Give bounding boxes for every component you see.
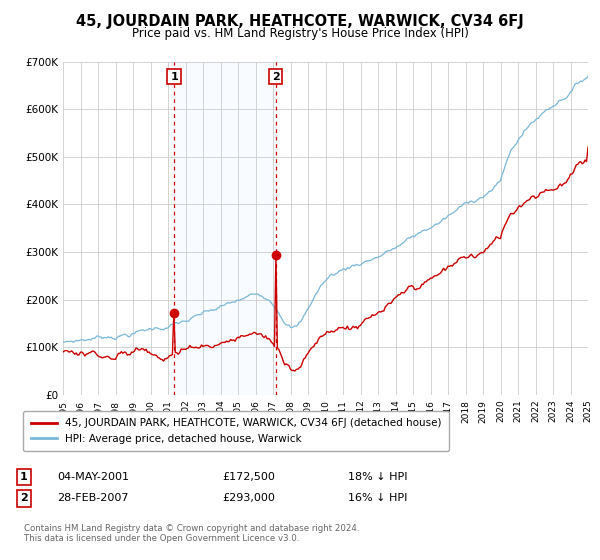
Text: 2: 2 bbox=[272, 72, 280, 82]
Text: 2: 2 bbox=[20, 493, 28, 503]
Text: This data is licensed under the Open Government Licence v3.0.: This data is licensed under the Open Gov… bbox=[24, 534, 299, 543]
Text: 1: 1 bbox=[20, 472, 28, 482]
Text: £293,000: £293,000 bbox=[222, 493, 275, 503]
Text: 28-FEB-2007: 28-FEB-2007 bbox=[57, 493, 128, 503]
Bar bbox=[174, 62, 276, 395]
Text: 16% ↓ HPI: 16% ↓ HPI bbox=[348, 493, 407, 503]
Text: 45, JOURDAIN PARK, HEATHCOTE, WARWICK, CV34 6FJ: 45, JOURDAIN PARK, HEATHCOTE, WARWICK, C… bbox=[76, 14, 524, 29]
Text: 04-MAY-2001: 04-MAY-2001 bbox=[57, 472, 129, 482]
Text: Price paid vs. HM Land Registry's House Price Index (HPI): Price paid vs. HM Land Registry's House … bbox=[131, 27, 469, 40]
Text: £172,500: £172,500 bbox=[222, 472, 275, 482]
Text: Contains HM Land Registry data © Crown copyright and database right 2024.: Contains HM Land Registry data © Crown c… bbox=[24, 524, 359, 533]
Text: 18% ↓ HPI: 18% ↓ HPI bbox=[348, 472, 407, 482]
Legend: 45, JOURDAIN PARK, HEATHCOTE, WARWICK, CV34 6FJ (detached house), HPI: Average p: 45, JOURDAIN PARK, HEATHCOTE, WARWICK, C… bbox=[23, 411, 449, 451]
Text: 1: 1 bbox=[170, 72, 178, 82]
